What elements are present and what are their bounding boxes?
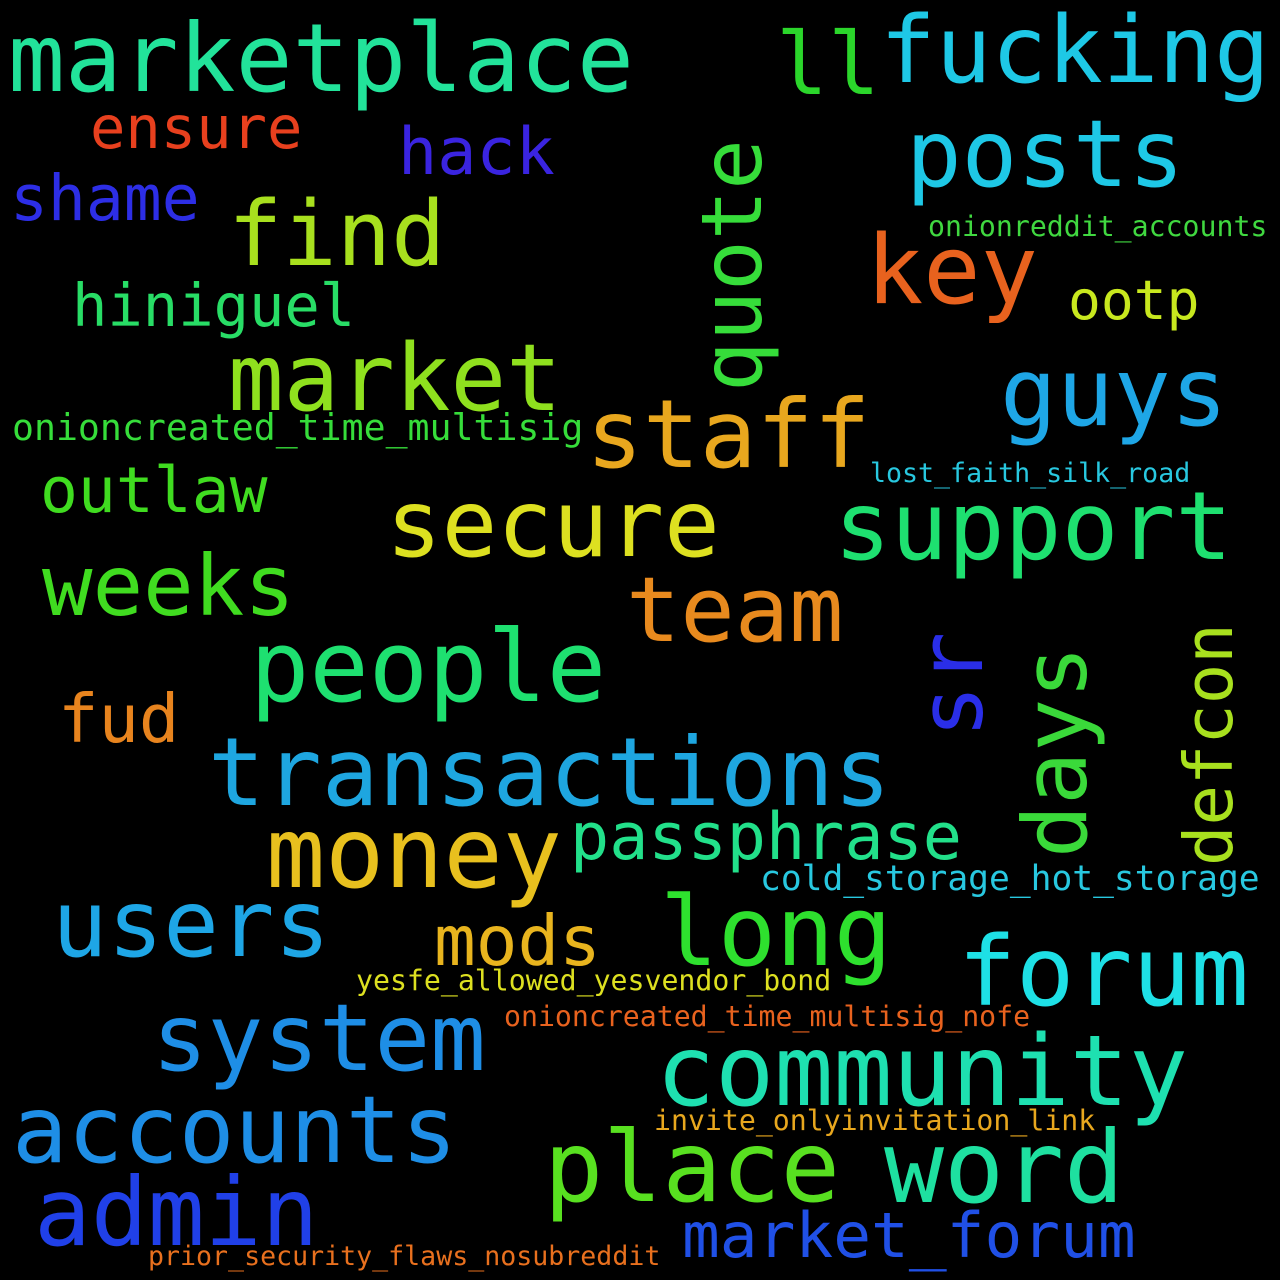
word-place: place [544, 1110, 840, 1225]
word-posts: posts [906, 99, 1185, 208]
word-defcon: defcon [1170, 623, 1249, 866]
word-market: market [228, 323, 562, 432]
word-people: people [250, 609, 607, 725]
word-system: system [152, 983, 486, 1092]
word-passphrase: passphrase [570, 799, 962, 875]
word-secure: secure [386, 469, 720, 578]
word-ll: ll [776, 14, 881, 115]
word-forum: forum [958, 914, 1249, 1028]
word-days: days [1003, 645, 1107, 858]
word-quote: quote [683, 139, 781, 392]
word-admin: admin [34, 1157, 319, 1268]
word-users: users [52, 869, 331, 978]
word-fud: fud [58, 680, 180, 759]
word-sr: sr [899, 631, 1003, 738]
word-find: find [228, 181, 446, 287]
word-community: community [656, 1014, 1189, 1129]
word-long: long [660, 875, 892, 988]
word-shame: shame [10, 161, 200, 235]
word-team: team [626, 557, 844, 663]
word-ensure: ensure [90, 92, 303, 162]
word-outlaw: outlaw [40, 453, 268, 527]
word-guys: guys [1000, 337, 1228, 448]
word-hack: hack [398, 115, 555, 191]
word-staff: staff [586, 379, 871, 490]
word-money: money [266, 796, 562, 911]
word-onionreddit-accounts: onionreddit_accounts [928, 209, 1268, 243]
word-invite-onlyinvitation-link: invite_onlyinvitation_link [654, 1103, 1096, 1137]
word-onioncreated-time-multisig: onioncreated_time_multisig [12, 405, 584, 449]
word-lost-faith-silk-road: lost_faith_silk_road [870, 457, 1191, 489]
word-onioncreated-time-multisig-nofe: onioncreated_time_multisig_nofe [504, 999, 1031, 1033]
word-weeks: weeks [42, 537, 295, 635]
word-cold-storage-hot-storage: cold_storage_hot_storage [760, 858, 1260, 899]
word-transactions: transactions [208, 717, 891, 828]
word-word: word [884, 1109, 1125, 1227]
word-hiniguel: hiniguel [72, 270, 356, 340]
word-key: key [866, 216, 1038, 327]
word-support: support [834, 471, 1233, 582]
word-marketplace: marketplace [8, 3, 634, 114]
word-accounts: accounts [12, 1075, 457, 1184]
word-market-forum: market_forum [682, 1198, 1136, 1272]
word-yesfe-allowed-yesvendor-bond: yesfe_allowed_yesvendor_bond [356, 963, 832, 997]
word-fucking: fucking [880, 0, 1270, 104]
word-mods: mods [434, 902, 601, 983]
word-ootp: ootp [1068, 267, 1200, 332]
word-prior-security-flaws-nosubreddit: prior_security_flaws_nosubreddit [148, 1240, 661, 1272]
